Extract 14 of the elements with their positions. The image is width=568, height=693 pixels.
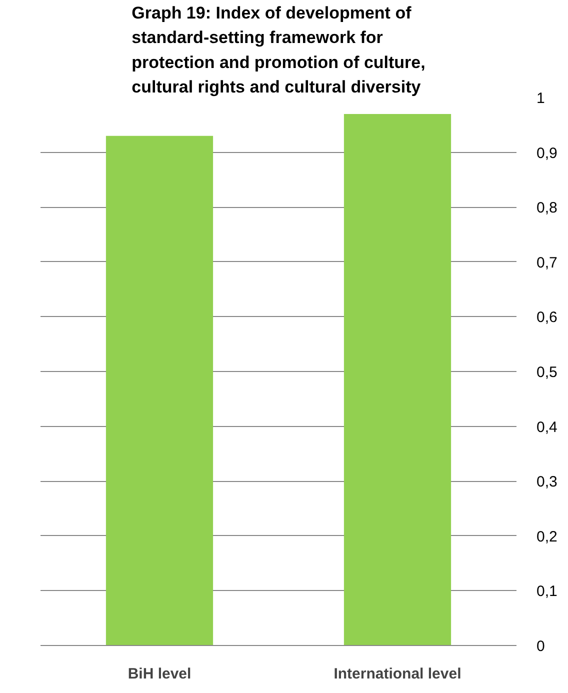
y-tick-label: 0,5 [536,364,558,381]
x-tick-label: BiH level [128,666,192,682]
y-tick-label: 0,4 [536,418,558,436]
x-tick-label: International level [334,666,462,682]
y-tick-label: 0,3 [536,474,558,491]
chart-title: Graph 19: Index of development of standard-setting framework for protection and promotion of culture, cultural rights and cultural diversity [132,3,426,96]
y-tick-label: 0,7 [536,254,558,272]
y-tick-label: 0,1 [536,583,558,600]
y-tick-label: 0,2 [536,528,558,546]
y-tick-label: 0,6 [536,309,558,326]
y-tick-label: 0,8 [536,200,558,217]
y-tick-label: 0 [536,638,545,655]
y-tick-label: 1 [536,90,545,107]
y-tick-label: 0,9 [536,144,558,162]
